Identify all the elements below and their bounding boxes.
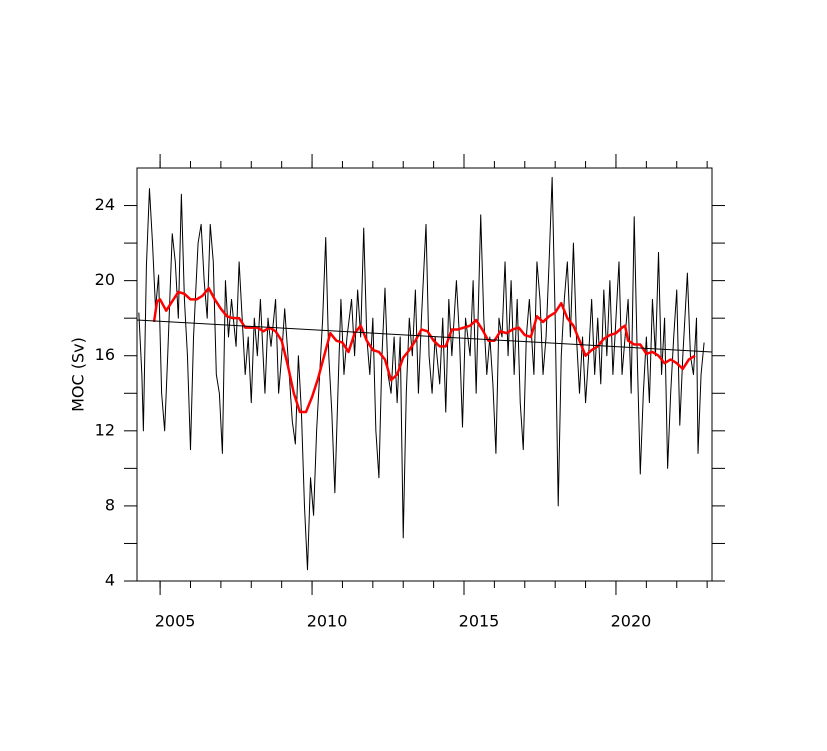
plot-frame bbox=[136, 167, 713, 582]
y-tick-label: 4 bbox=[105, 571, 115, 590]
data-line bbox=[137, 319, 712, 353]
y-tick-label: 24 bbox=[95, 195, 115, 214]
y-tick-label: 8 bbox=[105, 495, 115, 514]
data-line bbox=[138, 176, 705, 571]
x-tick-label: 2010 bbox=[307, 612, 348, 631]
y-tick-label: 12 bbox=[95, 420, 115, 439]
y-tick-label: 16 bbox=[95, 345, 115, 364]
x-tick-label: 2005 bbox=[155, 612, 196, 631]
y-axis-label: MOC (Sv) bbox=[69, 337, 88, 412]
x-tick-label: 2015 bbox=[459, 612, 500, 631]
data-line bbox=[152, 286, 696, 414]
x-tick-label: 2020 bbox=[611, 612, 652, 631]
y-tick-label: 20 bbox=[95, 270, 115, 289]
